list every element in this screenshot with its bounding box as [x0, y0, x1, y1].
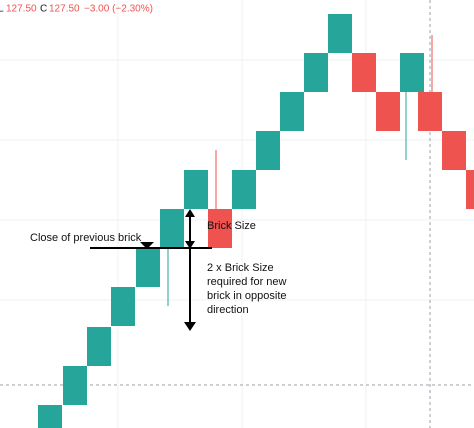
brick-up: [38, 405, 62, 428]
brick-size-label: Brick Size: [207, 220, 256, 232]
change: −3.00 (−2.30%): [84, 4, 153, 15]
brick-down: [466, 170, 474, 209]
wicks: [167, 35, 433, 306]
brick-up: [280, 92, 304, 131]
brick-up: [184, 170, 208, 209]
brick-up: [232, 170, 256, 209]
previous-close-label: Close of previous brick: [30, 232, 142, 244]
brick-up: [160, 209, 184, 248]
bricks: [38, 14, 474, 428]
reversal-label: 2 x Brick Size: [207, 262, 274, 274]
brick-up: [256, 131, 280, 170]
close-label: C: [40, 4, 47, 15]
brick-up: [400, 53, 424, 92]
brick-up: [136, 248, 160, 287]
close-value: 127.50: [49, 4, 80, 15]
brick-up: [304, 53, 328, 92]
brick-up: [63, 366, 87, 405]
reversal-label: direction: [207, 304, 249, 316]
low-value: 127.50: [6, 4, 37, 15]
brick-down: [442, 131, 466, 170]
annotations: Close of previous brick Brick Size 2 x B…: [30, 209, 287, 331]
brick-up: [328, 14, 352, 53]
brick-down: [352, 53, 376, 92]
header: L 127.50 C 127.50 −3.00 (−2.30%): [0, 4, 153, 15]
low-label: L: [0, 4, 4, 15]
reversal-label: brick in opposite: [207, 290, 287, 302]
brick-up: [87, 327, 111, 366]
brick-down: [376, 92, 400, 131]
reversal-label: required for new: [207, 276, 287, 288]
brick-down: [418, 92, 442, 131]
brick-down: [208, 209, 232, 248]
brick-up: [111, 287, 135, 326]
